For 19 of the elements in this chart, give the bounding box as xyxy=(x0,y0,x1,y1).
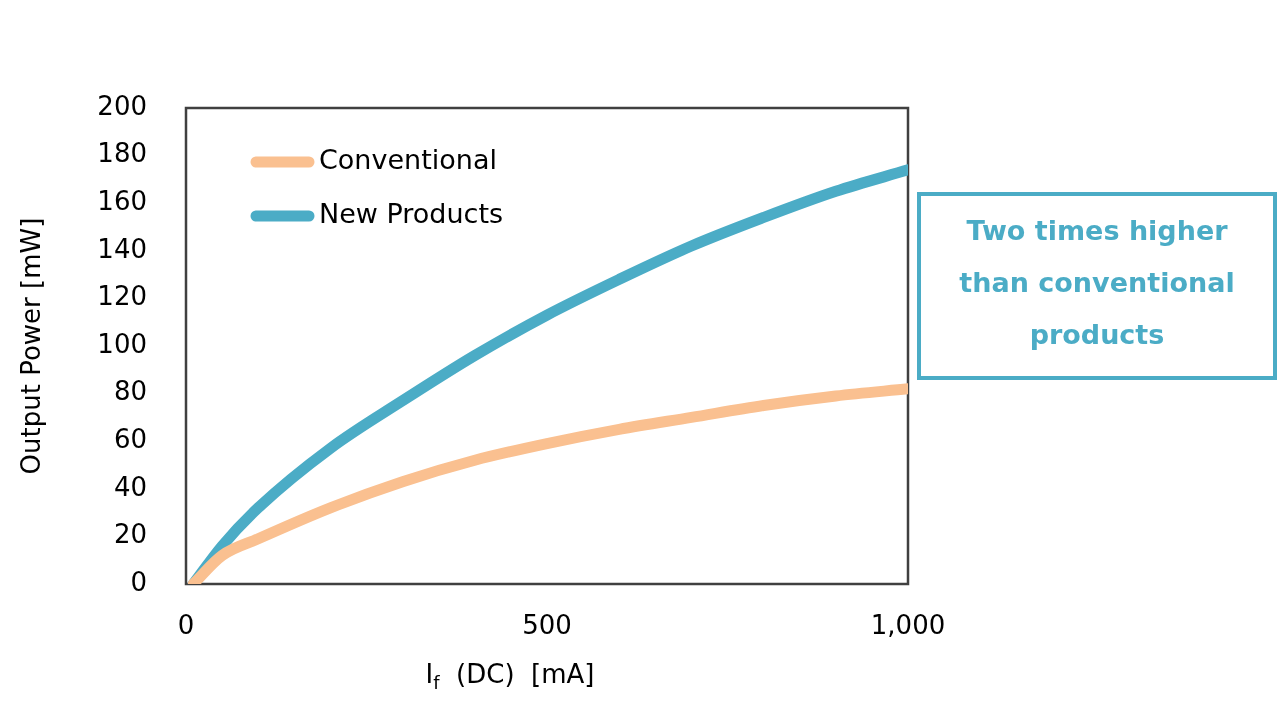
y-tick-label: 160 xyxy=(97,185,147,216)
y-tick-label: 140 xyxy=(97,233,147,264)
y-tick-label: 80 xyxy=(113,376,147,407)
y-tick-label: 180 xyxy=(97,138,147,169)
y-tick-label: 120 xyxy=(97,281,147,312)
legend-label: New Products xyxy=(319,198,504,230)
y-tick-label: 0 xyxy=(130,566,147,597)
y-tick-label: 20 xyxy=(113,519,147,550)
y-tick-label: 40 xyxy=(113,471,147,502)
legend-label: Conventional xyxy=(319,144,497,176)
y-axis-title: Output Power [mW] xyxy=(16,217,47,475)
y-tick-label: 200 xyxy=(97,90,147,121)
y-tick-label: 100 xyxy=(97,328,147,359)
x-tick-label: 1,000 xyxy=(870,610,946,641)
y-tick-label: 60 xyxy=(113,423,147,454)
x-tick-label: 0 xyxy=(177,610,195,641)
x-axis-title: I$_{f}$ (DC) [mA] xyxy=(424,658,596,696)
text: Two times higher than conventional products xyxy=(958,214,1236,352)
x-tick-label: 500 xyxy=(522,610,572,641)
